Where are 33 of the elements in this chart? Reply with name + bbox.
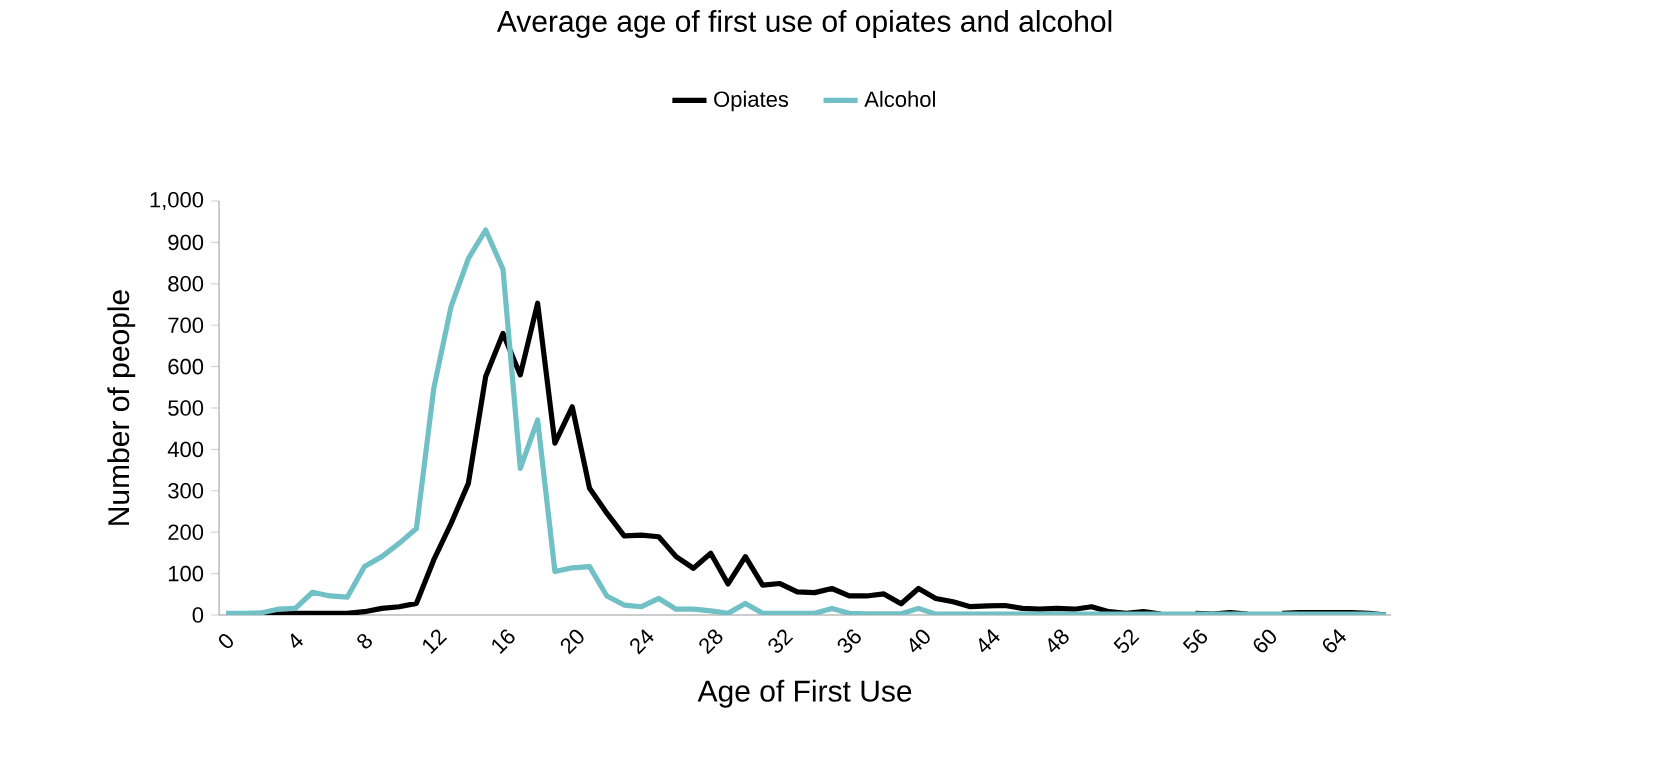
y-tick-label: 700 <box>168 317 204 333</box>
x-tick-label: 28 <box>699 629 723 655</box>
x-tick-label: 36 <box>837 629 861 653</box>
legend-label: Alcohol <box>864 90 935 108</box>
x-tick-label: 56 <box>1182 629 1208 653</box>
x-tick-label: 8 <box>357 633 372 649</box>
x-tick-label: 64 <box>1322 629 1347 653</box>
x-tick-label: 4 <box>290 633 303 649</box>
y-tick-label: 400 <box>167 441 204 458</box>
x-tick-label: 52 <box>1113 629 1140 653</box>
x-tick-label: 60 <box>1253 629 1276 653</box>
y-tick-label: 900 <box>168 234 204 251</box>
x-tick-label: 24 <box>630 629 654 655</box>
y-tick-label: 800 <box>168 276 204 292</box>
y-tick-label: 0 <box>192 607 204 623</box>
x-tick-label: 12 <box>423 629 448 655</box>
x-tick-label: 32 <box>768 629 794 653</box>
x-tick-label: 40 <box>909 629 930 653</box>
y-tick-label: 300 <box>168 483 204 499</box>
x-axis-title: Age of First Use <box>697 679 912 708</box>
y-tick-label: 500 <box>168 400 204 416</box>
y-tick-label: 200 <box>168 524 204 540</box>
y-axis-title: Number of people <box>107 290 136 525</box>
x-tick-label: 16 <box>492 629 515 654</box>
y-tick-label: 1,000 <box>150 191 204 211</box>
x-tick-label: 48 <box>1048 629 1069 653</box>
x-tick-label: 44 <box>978 629 1000 653</box>
chart-title: Average age of first use of opiates and alcohol <box>496 9 1112 38</box>
y-tick-label: 600 <box>168 358 204 375</box>
x-tick-label: 20 <box>560 629 584 655</box>
legend-label: Opiates <box>714 90 789 112</box>
x-tick-label: 0 <box>218 634 233 649</box>
y-tick-label: 100 <box>168 565 204 582</box>
